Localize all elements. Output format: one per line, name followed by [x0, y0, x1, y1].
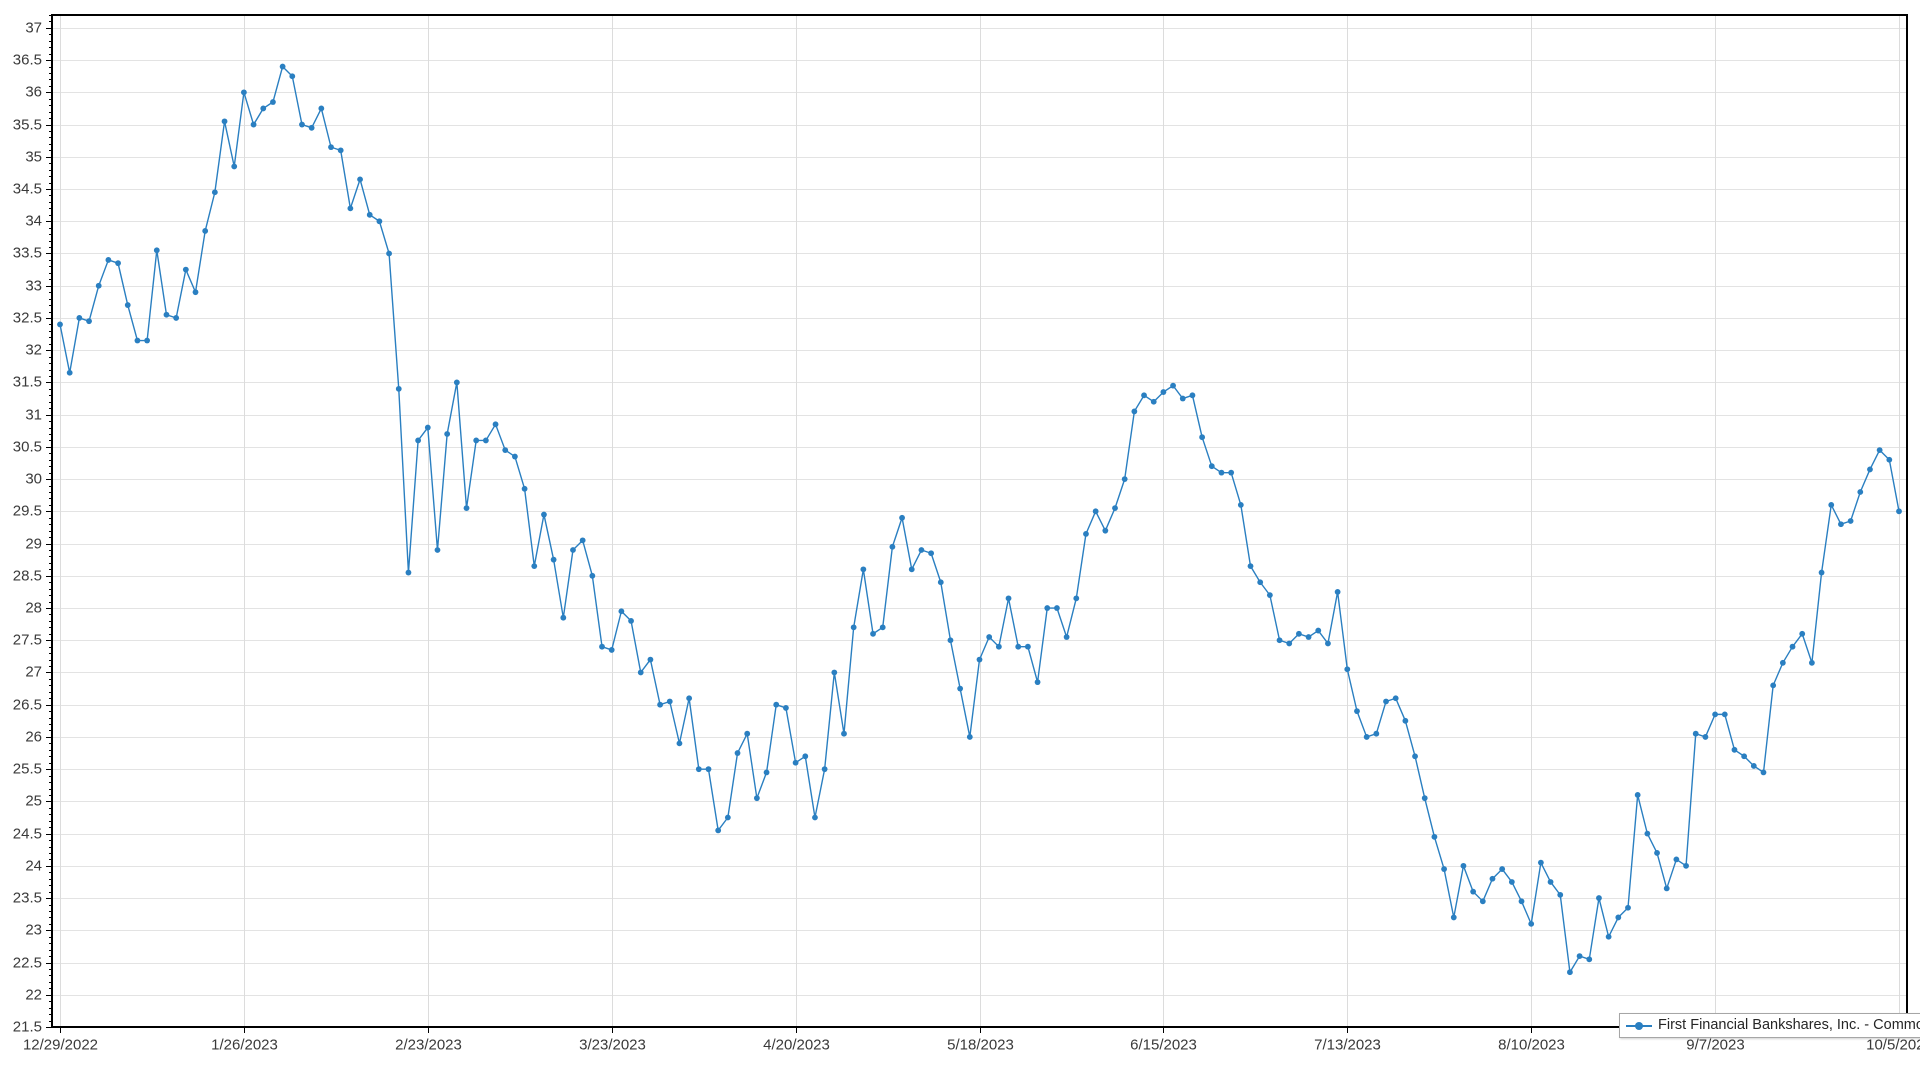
y-axis-tick-label: 21.5 [13, 1018, 42, 1035]
y-axis-tick-labels: 21.5 22 22.5 23 23.5 24 24.5 25 25.5 26 26.5 27 27.5… [13, 19, 42, 1035]
series-line-first-financial-bankshares [59, 65, 1900, 973]
y-axis-tick-label: 22.5 [13, 954, 42, 971]
x-axis-tick-label: 7/13/2023 [1314, 1036, 1381, 1053]
y-axis-tick-label: 34 [25, 212, 42, 229]
y-axis-tick-label: 35.5 [13, 116, 42, 133]
y-axis-tick-label: 36 [25, 83, 42, 100]
legend-series-label: First Financial Bankshares, Inc. - Commo… [1658, 1017, 1920, 1034]
x-axis-tick-label: 5/18/2023 [947, 1036, 1014, 1053]
y-axis-tick-label: 32.5 [13, 309, 42, 326]
y-axis-tick-label: 25.5 [13, 760, 42, 777]
x-axis-tick-label: 4/20/2023 [763, 1036, 830, 1053]
y-axis-tick-label: 28.5 [13, 567, 42, 584]
series-markers-first-financial-bankshares [57, 63, 1902, 976]
y-axis-tick-label: 33 [25, 277, 42, 294]
x-axis-tick-label: 10/5/2023 [1866, 1036, 1920, 1053]
line-with-dot-icon [1626, 1020, 1652, 1032]
y-axis-tick-label: 23.5 [13, 889, 42, 906]
plot-area-frame [51, 14, 1908, 1028]
y-axis-tick-label: 33.5 [13, 244, 42, 261]
y-axis-tick-label: 32 [25, 341, 42, 358]
y-axis-tick-label: 26.5 [13, 696, 42, 713]
y-axis-tick-label: 29 [25, 535, 42, 552]
x-axis-tick-label: 8/10/2023 [1498, 1036, 1565, 1053]
x-axis-tick-label: 6/15/2023 [1130, 1036, 1197, 1053]
y-axis-tick-label: 37 [25, 19, 42, 36]
y-axis-tick-label: 27.5 [13, 631, 42, 648]
y-axis-tick-label: 22 [25, 986, 42, 1003]
y-axis-tick-label: 29.5 [13, 502, 42, 519]
y-axis-tick-label: 30.5 [13, 438, 42, 455]
y-axis-tick-label: 23 [25, 921, 42, 938]
y-axis-tick-label: 25 [25, 792, 42, 809]
x-axis-tick-label: 2/23/2023 [395, 1036, 462, 1053]
y-axis-tick-label: 36.5 [13, 51, 42, 68]
y-axis-tick-label: 30 [25, 470, 42, 487]
y-axis-tick-label: 34.5 [13, 180, 42, 197]
horizontal-gridlines [52, 28, 1907, 996]
y-axis-tick-label: 35 [25, 148, 42, 165]
y-axis-tick-label: 31 [25, 406, 42, 423]
x-axis-tick-label: 1/26/2023 [211, 1036, 278, 1053]
x-axis-tick-label: 9/7/2023 [1686, 1036, 1744, 1053]
x-axis-tick-label: 12/29/2022 [23, 1036, 98, 1053]
y-axis-tick-label: 27 [25, 663, 42, 680]
y-axis-tick-label: 24.5 [13, 825, 42, 842]
y-axis-ticks [46, 28, 52, 1028]
y-axis-tick-label: 31.5 [13, 373, 42, 390]
x-axis-tick-labels: 12/29/2022 1/26/2023 2/23/2023 3/23/2023 4/2… [23, 1036, 1920, 1053]
y-axis-tick-label: 24 [25, 857, 42, 874]
chart-legend[interactable]: First Financial Bankshares, Inc. - Commo… [1619, 1013, 1920, 1038]
y-axis-tick-label: 26 [25, 728, 42, 745]
y-axis-tick-label: 28 [25, 599, 42, 616]
x-axis-tick-label: 3/23/2023 [579, 1036, 646, 1053]
vertical-gridlines [60, 15, 1900, 1027]
